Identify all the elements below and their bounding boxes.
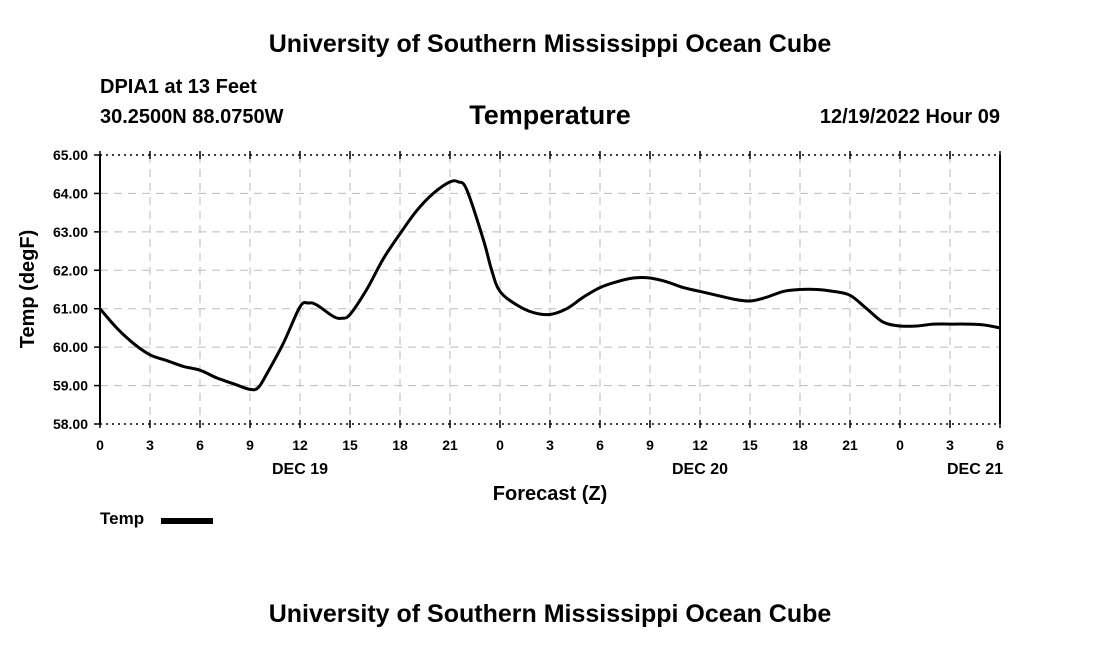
x-tick-label: 6 (196, 437, 204, 453)
y-tick-label: 64.00 (53, 185, 88, 201)
station-label: DPIA1 at 13 Feet (100, 76, 257, 98)
coordinates-label: 30.2500N 88.0750W (100, 106, 284, 128)
x-axis-label: Forecast (Z) (493, 483, 607, 505)
x-tick-label: 15 (742, 437, 758, 453)
x-tick-label: 21 (442, 437, 458, 453)
y-tick-label: 61.00 (53, 301, 88, 317)
x-tick-label: 3 (946, 437, 954, 453)
x-tick-label: 6 (996, 437, 1004, 453)
y-tick-label: 62.00 (53, 262, 88, 278)
x-tick-label: 12 (292, 437, 308, 453)
day-label: DEC 21 (947, 461, 1003, 478)
x-tick-label: 3 (146, 437, 154, 453)
datetime-label: 12/19/2022 Hour 09 (819, 106, 1000, 128)
x-tick-label: 21 (842, 437, 858, 453)
y-tick-label: 60.00 (53, 339, 88, 355)
x-tick-label: 12 (692, 437, 708, 453)
day-label: DEC 19 (272, 461, 328, 478)
y-tick-label: 65.00 (53, 147, 88, 163)
temp-series-line (98, 179, 1001, 392)
y-tick-label: 63.00 (53, 224, 88, 240)
x-tick-label: 6 (596, 437, 604, 453)
y-tick-label: 58.00 (53, 416, 88, 432)
chart-title: Temperature (469, 100, 631, 130)
x-tick-label: 15 (342, 437, 358, 453)
y-axis-label: Temp (degF) (17, 230, 39, 349)
x-tick-label: 3 (546, 437, 554, 453)
x-tick-label: 0 (496, 437, 504, 453)
footer-title: University of Southern Mississippi Ocean… (268, 600, 832, 628)
x-tick-label: 0 (96, 437, 104, 453)
x-tick-label: 0 (896, 437, 904, 453)
page-title: University of Southern Mississippi Ocean… (268, 30, 832, 58)
x-tick-label: 18 (392, 437, 408, 453)
day-label: DEC 20 (672, 461, 728, 478)
x-tick-label: 18 (792, 437, 808, 453)
x-tick-label: 9 (246, 437, 254, 453)
legend-label: Temp (100, 509, 145, 528)
x-tick-label: 9 (646, 437, 654, 453)
y-tick-label: 59.00 (53, 378, 88, 394)
legend-swatch (161, 518, 213, 524)
